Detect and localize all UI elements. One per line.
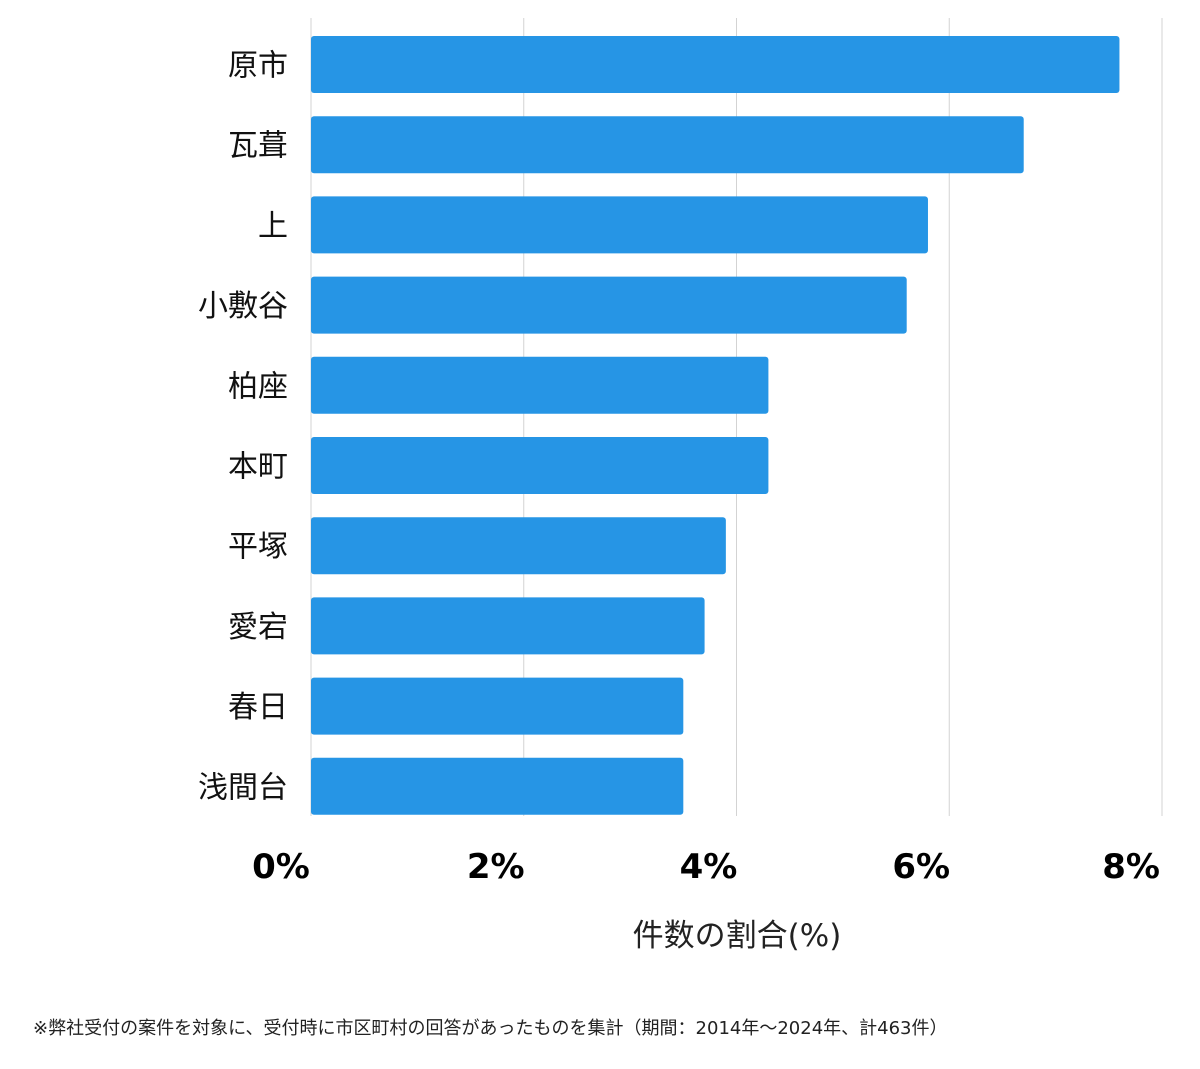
category-label: 瓦葺 — [228, 129, 288, 164]
category-label: 平塚 — [228, 530, 288, 565]
x-tick-label: 0% — [252, 847, 310, 887]
bar — [311, 597, 705, 655]
category-label: 柏座 — [228, 369, 288, 404]
category-label: 本町 — [228, 450, 288, 485]
x-tick-labels: 0% 2% 4% 6% 8% — [252, 847, 1160, 887]
category-label: 上 — [258, 209, 288, 244]
bar — [311, 276, 907, 334]
category-label: 春日 — [228, 690, 288, 725]
bar — [311, 196, 928, 254]
bar — [311, 677, 684, 735]
category-label: 小敷谷 — [198, 289, 288, 324]
bar — [311, 116, 1024, 174]
x-tick-label: 4% — [680, 847, 738, 887]
x-tick-label: 6% — [892, 847, 950, 887]
category-label: 原市 — [228, 49, 288, 84]
bar — [311, 356, 769, 414]
bar — [311, 757, 684, 815]
bar — [311, 36, 1120, 93]
bar — [311, 437, 769, 494]
category-label: 愛宕 — [228, 610, 288, 645]
x-tick-label: 8% — [1102, 847, 1160, 887]
footnote: ※弊社受付の案件を対象に、受付時に市区町村の回答があったものを集計（期間：201… — [33, 1018, 948, 1039]
category-label: 浅間台 — [198, 770, 288, 805]
bars — [311, 36, 1120, 815]
x-axis-title: 件数の割合(%) — [633, 918, 842, 954]
bar — [311, 517, 726, 575]
x-tick-label: 2% — [467, 847, 525, 887]
